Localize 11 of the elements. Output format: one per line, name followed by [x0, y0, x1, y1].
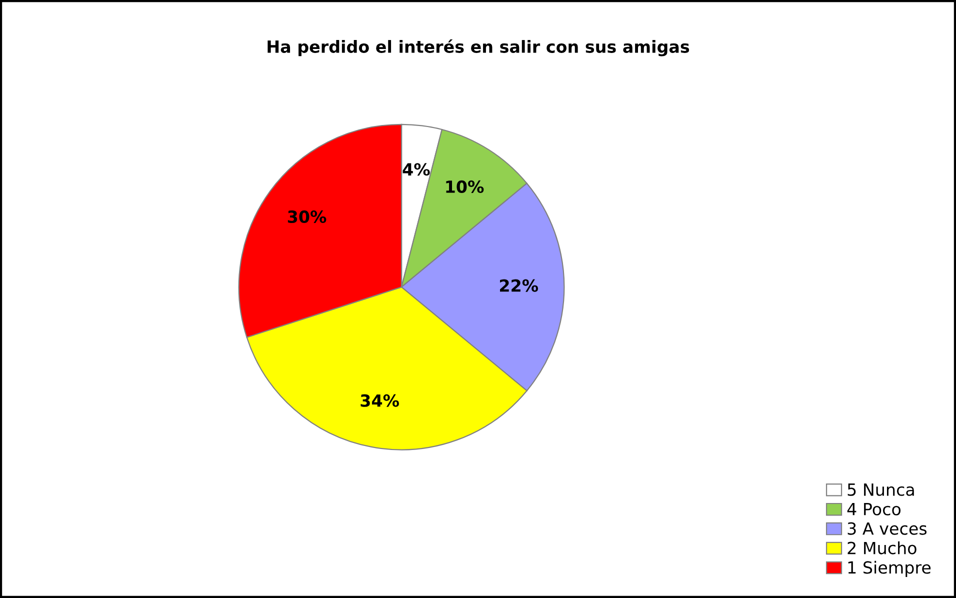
- data-label: 34%: [360, 394, 399, 407]
- legend-label: 2 Mucho: [848, 541, 916, 554]
- data-label: 10%: [446, 180, 484, 193]
- chart-title: Ha perdido el interés en salir con sus amigas: [268, 39, 690, 56]
- legend-label: 1 Siempre: [848, 560, 931, 578]
- data-label: 22%: [500, 279, 538, 292]
- legend-label: 5 Nunca: [848, 484, 914, 496]
- legend-label: 4 Poco: [847, 503, 901, 516]
- legend-label: 3 A veces: [848, 522, 927, 535]
- data-label: 30%: [288, 210, 326, 224]
- data-label: 4%: [402, 163, 430, 176]
